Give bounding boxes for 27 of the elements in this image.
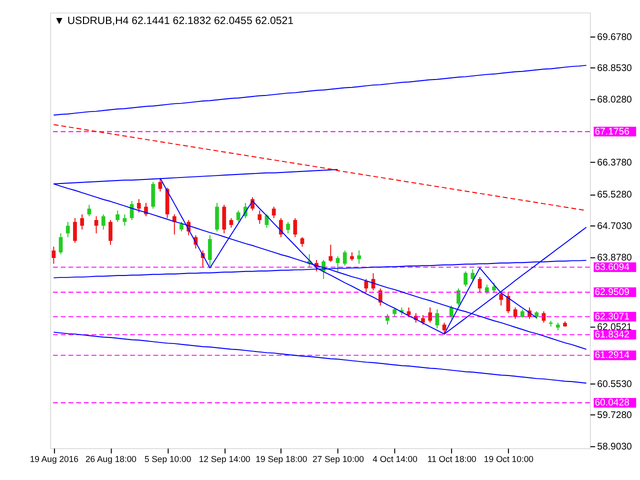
y-tick-label: 58.9030	[597, 441, 632, 452]
ref-line-label: 61.2914	[594, 350, 630, 362]
x-tick-label: 4 Oct 14:00	[372, 454, 418, 464]
chart-title: ▼ USDRUB,H4 62.1441 62.1832 62.0455 62.0521	[54, 15, 294, 28]
x-tick-label: 27 Sep 10:00	[312, 454, 364, 464]
y-tick-label: 60.5530	[597, 378, 632, 390]
x-tick-label: 11 Oct 18:00	[427, 454, 477, 464]
ref-line-label: 62.3071	[594, 312, 630, 323]
y-tick-label: 66.3780	[597, 157, 632, 168]
ref-line-label: 67.1756	[594, 126, 630, 138]
ref-line-label: 63.6094	[594, 262, 630, 274]
ref-line-label: 62.9509	[594, 287, 630, 298]
ref-line-label: 60.0428	[594, 398, 630, 409]
ref-line-label: 61.8342	[594, 330, 630, 341]
x-tick-label: 19 Oct 10:00	[484, 454, 534, 464]
x-tick-label: 26 Aug 18:00	[85, 454, 137, 464]
y-tick-label: 64.7030	[597, 220, 632, 232]
y-tick-label: 65.5280	[597, 190, 632, 201]
y-tick-label: 68.0280	[597, 94, 632, 106]
x-tick-label: 19 Sep 18:00	[256, 454, 308, 464]
y-tick-label: 68.8530	[597, 63, 632, 74]
y-tick-label: 69.6780	[597, 32, 632, 43]
x-tick-label: 12 Sep 14:00	[198, 454, 251, 464]
x-tick-label: 19 Aug 2016	[30, 454, 79, 464]
x-tick-label: 5 Sep 10:00	[144, 454, 192, 464]
y-tick-label: 59.7280	[597, 410, 632, 422]
y-tick-label: 63.8780	[597, 252, 632, 264]
